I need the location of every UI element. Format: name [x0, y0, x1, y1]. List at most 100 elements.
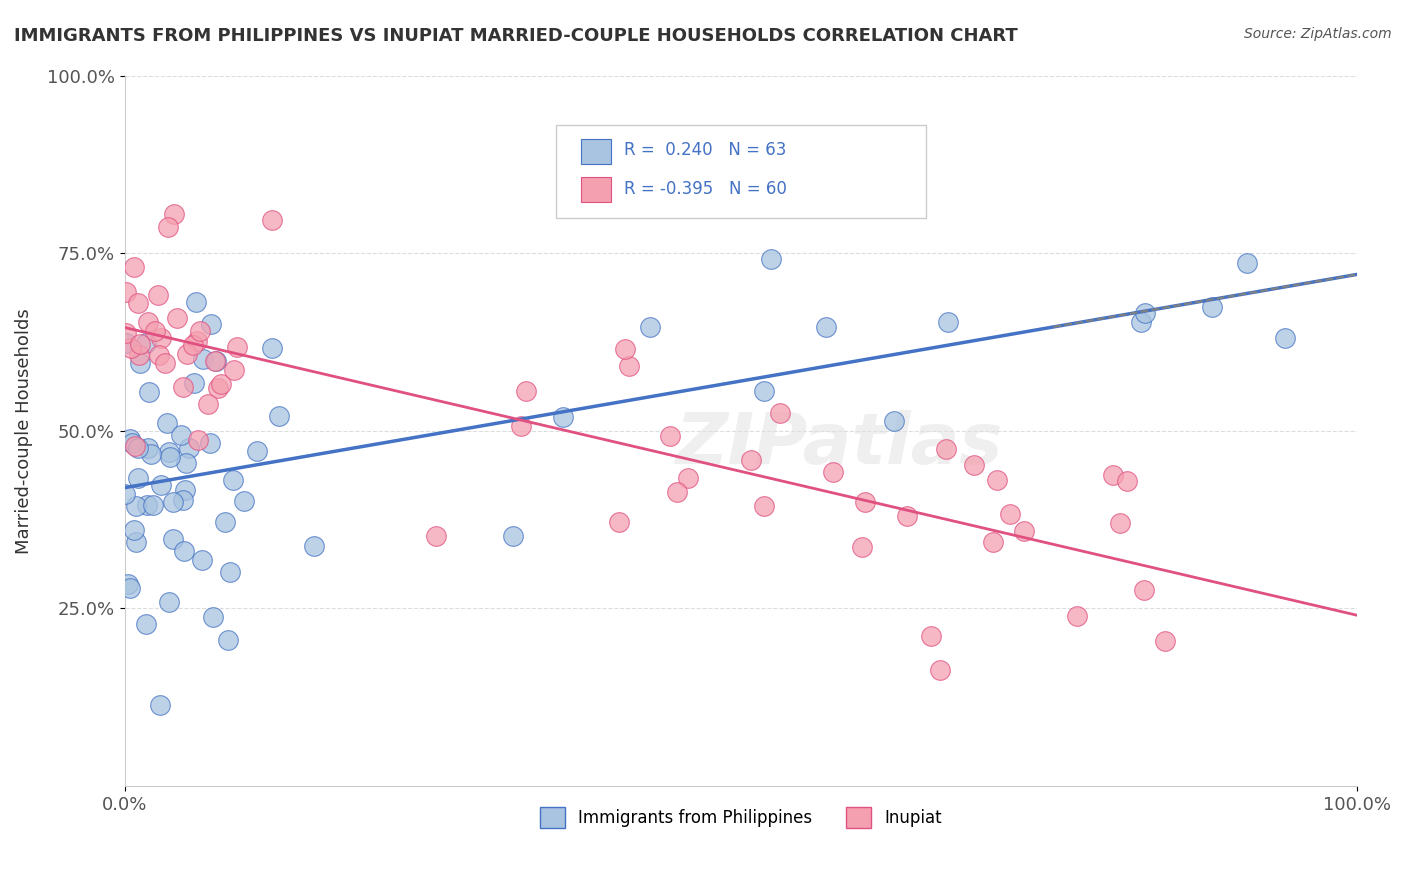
- Immigrants from Philippines: [142, 499, 165, 513]
- Immigrants from Philippines: [114, 486, 136, 500]
- Immigrants from Philippines: [1274, 330, 1296, 344]
- Inupiat: [1012, 524, 1035, 538]
- Immigrants from Philippines: [135, 336, 157, 351]
- Immigrants from Philippines: [198, 436, 221, 450]
- Inupiat: [115, 326, 138, 340]
- Immigrants from Philippines: [267, 409, 290, 423]
- Immigrants from Philippines: [1130, 315, 1153, 329]
- Inupiat: [666, 485, 689, 500]
- Inupiat: [935, 442, 957, 456]
- Inupiat: [1133, 582, 1156, 597]
- Immigrants from Philippines: [170, 427, 193, 442]
- Inupiat: [166, 310, 188, 325]
- Immigrants from Philippines: [815, 320, 838, 334]
- Inupiat: [607, 515, 630, 529]
- Immigrants from Philippines: [246, 444, 269, 458]
- Immigrants from Philippines: [157, 445, 180, 459]
- Inupiat: [769, 406, 792, 420]
- Inupiat: [676, 471, 699, 485]
- Immigrants from Philippines: [174, 483, 197, 498]
- Immigrants from Philippines: [149, 478, 172, 492]
- Inupiat: [1154, 634, 1177, 648]
- Immigrants from Philippines: [138, 385, 160, 400]
- Inupiat: [226, 340, 249, 354]
- Immigrants from Philippines: [179, 441, 201, 455]
- Immigrants from Philippines: [761, 252, 783, 266]
- FancyBboxPatch shape: [581, 178, 612, 202]
- Immigrants from Philippines: [135, 498, 157, 512]
- Inupiat: [986, 473, 1008, 487]
- Immigrants from Philippines: [127, 441, 149, 455]
- Immigrants from Philippines: [219, 566, 242, 580]
- Immigrants from Philippines: [172, 492, 194, 507]
- Inupiat: [188, 325, 211, 339]
- Immigrants from Philippines: [122, 523, 145, 537]
- Immigrants from Philippines: [204, 354, 226, 368]
- Immigrants from Philippines: [135, 617, 157, 632]
- Immigrants from Philippines: [752, 384, 775, 399]
- Immigrants from Philippines: [115, 336, 138, 351]
- Inupiat: [998, 507, 1021, 521]
- Immigrants from Philippines: [127, 471, 149, 485]
- Inupiat: [1115, 474, 1137, 488]
- Immigrants from Philippines: [149, 698, 172, 713]
- Text: ZIPatlas: ZIPatlas: [676, 410, 1002, 479]
- Inupiat: [920, 629, 942, 643]
- Text: R =  0.240   N = 63: R = 0.240 N = 63: [624, 141, 786, 159]
- Immigrants from Philippines: [125, 499, 148, 513]
- Immigrants from Philippines: [936, 314, 959, 328]
- Inupiat: [1108, 516, 1130, 530]
- Inupiat: [981, 535, 1004, 549]
- Inupiat: [929, 663, 952, 677]
- Immigrants from Philippines: [183, 376, 205, 390]
- Inupiat: [157, 220, 180, 235]
- Immigrants from Philippines: [200, 317, 222, 331]
- Immigrants from Philippines: [1135, 306, 1157, 320]
- Inupiat: [181, 338, 204, 352]
- Y-axis label: Married-couple Households: Married-couple Households: [15, 308, 32, 554]
- Inupiat: [146, 288, 169, 302]
- Inupiat: [658, 429, 681, 443]
- Inupiat: [172, 380, 194, 394]
- Inupiat: [752, 499, 775, 513]
- Inupiat: [129, 336, 152, 351]
- Inupiat: [127, 296, 149, 310]
- Inupiat: [163, 207, 186, 221]
- Immigrants from Philippines: [162, 532, 184, 546]
- Inupiat: [187, 433, 209, 447]
- Immigrants from Philippines: [222, 474, 245, 488]
- Immigrants from Philippines: [217, 633, 239, 648]
- Inupiat: [515, 384, 537, 398]
- Inupiat: [124, 260, 146, 274]
- Inupiat: [613, 343, 636, 357]
- Inupiat: [186, 334, 208, 349]
- Inupiat: [425, 529, 447, 543]
- Immigrants from Philippines: [262, 342, 284, 356]
- Inupiat: [128, 348, 150, 362]
- Immigrants from Philippines: [638, 320, 661, 334]
- Inupiat: [143, 324, 166, 338]
- Immigrants from Philippines: [233, 494, 256, 508]
- Inupiat: [115, 285, 138, 299]
- Inupiat: [963, 458, 986, 472]
- Inupiat: [209, 376, 232, 391]
- Inupiat: [197, 396, 219, 410]
- Inupiat: [740, 453, 762, 467]
- Immigrants from Philippines: [121, 435, 143, 450]
- FancyBboxPatch shape: [581, 139, 612, 164]
- Immigrants from Philippines: [125, 535, 148, 549]
- Immigrants from Philippines: [157, 594, 180, 608]
- Immigrants from Philippines: [193, 352, 215, 367]
- Inupiat: [510, 418, 533, 433]
- Inupiat: [896, 508, 918, 523]
- Immigrants from Philippines: [141, 447, 163, 461]
- Immigrants from Philippines: [1201, 300, 1223, 314]
- Immigrants from Philippines: [551, 409, 574, 424]
- Inupiat: [619, 359, 641, 374]
- Inupiat: [853, 494, 876, 508]
- Immigrants from Philippines: [120, 581, 142, 595]
- Immigrants from Philippines: [162, 495, 184, 509]
- Inupiat: [851, 540, 873, 554]
- Immigrants from Philippines: [502, 529, 524, 543]
- Inupiat: [155, 356, 177, 370]
